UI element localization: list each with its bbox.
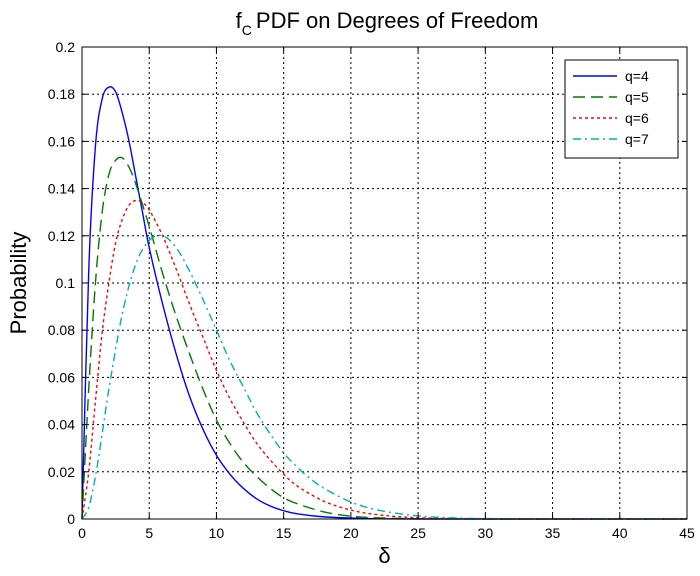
series-line-q=6 — [81, 199, 687, 520]
y-tick-label: 0.1 — [56, 275, 76, 291]
y-tick-label: 0.02 — [48, 464, 75, 480]
y-tick-label: 0.06 — [48, 369, 75, 385]
legend-label: q=5 — [625, 89, 649, 105]
y-tick-label: 0.16 — [48, 133, 75, 149]
x-axis-label: δ — [378, 543, 390, 568]
title-symbol: f — [236, 8, 243, 33]
x-tick-label: 35 — [545, 525, 561, 541]
series-line-q=5 — [81, 156, 687, 520]
y-tick-label: 0.18 — [48, 86, 75, 102]
x-tick-label: 30 — [478, 525, 494, 541]
tick-group: 0 5 10 15 20 25 30 35 40 45 0 0.02 0.04 0.06 0.08 0.1 0.… — [48, 39, 695, 541]
y-tick-label: 0.08 — [48, 322, 75, 338]
x-tick-label: 5 — [145, 525, 153, 541]
legend-label: q=7 — [625, 131, 649, 147]
x-tick-label: 20 — [343, 525, 359, 541]
chart-title: fC PDF on Degrees of Freedom — [236, 8, 539, 38]
y-tick-label: 0.2 — [56, 39, 76, 55]
title-text: PDF on Degrees of Freedom — [256, 8, 538, 33]
legend-label: q=6 — [625, 110, 649, 126]
legend: q=4 q=5 q=6 q=7 — [564, 59, 679, 159]
y-tick-label: 0.12 — [48, 228, 75, 244]
legend-box — [564, 59, 679, 159]
legend-label: q=4 — [625, 68, 649, 84]
y-axis-label: Probability — [6, 232, 31, 335]
y-tick-label: 0.14 — [48, 181, 75, 197]
x-tick-label: 40 — [612, 525, 628, 541]
x-tick-label: 25 — [410, 525, 426, 541]
x-tick-label: 45 — [679, 525, 695, 541]
x-tick-label: 15 — [276, 525, 292, 541]
y-tick-label: 0 — [67, 511, 75, 527]
title-subscript: C — [242, 22, 252, 38]
x-tick-label: 0 — [78, 525, 86, 541]
y-tick-label: 0.04 — [48, 417, 75, 433]
x-tick-label: 10 — [209, 525, 225, 541]
